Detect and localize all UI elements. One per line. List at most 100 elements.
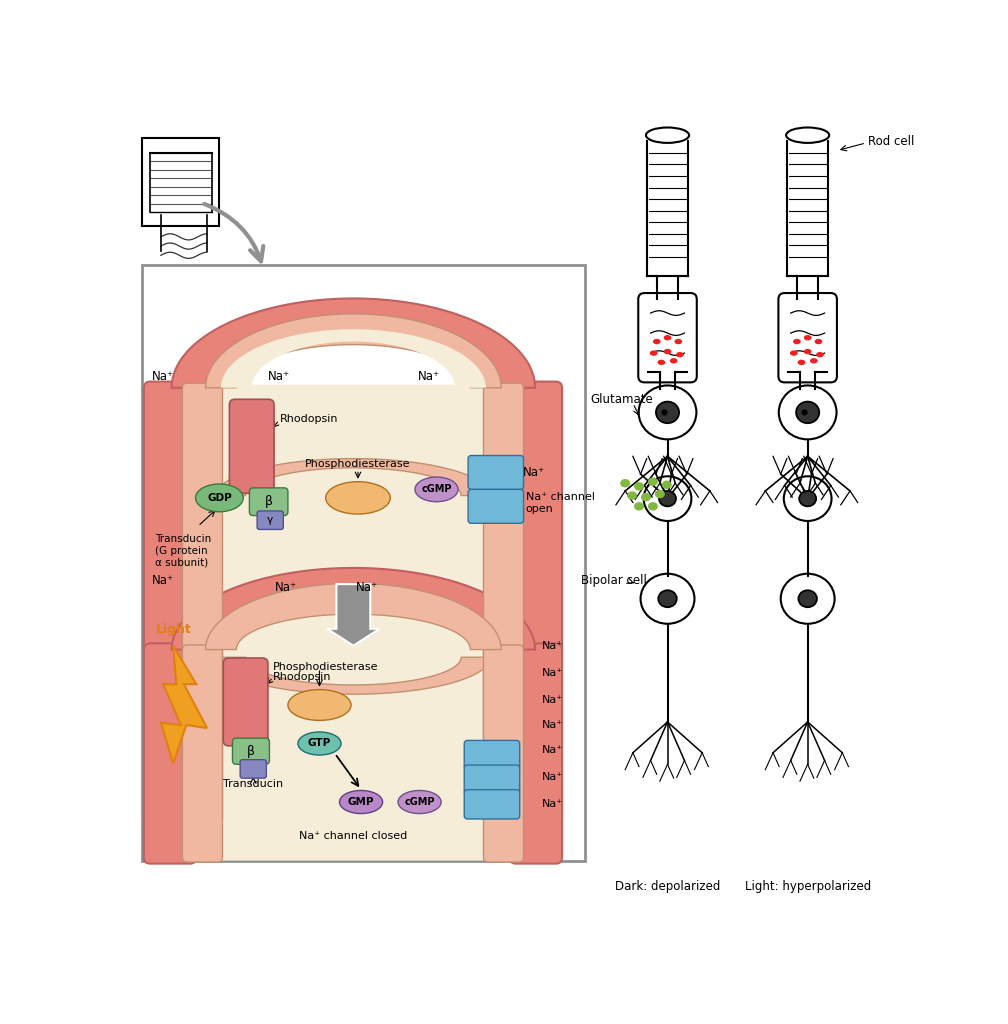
Text: Na⁺: Na⁺ bbox=[356, 582, 378, 595]
Text: Na⁺: Na⁺ bbox=[542, 668, 563, 678]
Ellipse shape bbox=[798, 590, 816, 607]
Ellipse shape bbox=[634, 502, 644, 511]
Ellipse shape bbox=[670, 358, 677, 364]
Ellipse shape bbox=[786, 128, 830, 143]
Text: Bipolar cell: Bipolar cell bbox=[582, 573, 647, 587]
FancyBboxPatch shape bbox=[638, 293, 697, 382]
Ellipse shape bbox=[676, 352, 683, 357]
Ellipse shape bbox=[793, 339, 800, 344]
FancyBboxPatch shape bbox=[144, 643, 197, 863]
Ellipse shape bbox=[796, 401, 820, 423]
Ellipse shape bbox=[655, 489, 665, 499]
FancyBboxPatch shape bbox=[182, 645, 223, 862]
Ellipse shape bbox=[659, 490, 676, 506]
Bar bbox=[142, 264, 585, 861]
Text: Na⁺: Na⁺ bbox=[542, 744, 563, 755]
Text: Phosphodiesterase: Phosphodiesterase bbox=[305, 459, 410, 469]
FancyBboxPatch shape bbox=[465, 790, 520, 819]
FancyArrow shape bbox=[328, 584, 380, 646]
FancyBboxPatch shape bbox=[212, 385, 494, 822]
Text: GMP: GMP bbox=[348, 797, 374, 807]
Text: cGMP: cGMP bbox=[421, 484, 452, 495]
Text: Na⁺: Na⁺ bbox=[542, 720, 563, 730]
FancyBboxPatch shape bbox=[214, 490, 493, 658]
Text: Transducin: Transducin bbox=[223, 779, 283, 790]
Ellipse shape bbox=[196, 484, 243, 512]
FancyBboxPatch shape bbox=[465, 765, 520, 795]
Text: Na⁺: Na⁺ bbox=[152, 370, 174, 383]
Text: Transducin
(G protein
α subunit): Transducin (G protein α subunit) bbox=[155, 535, 212, 567]
Ellipse shape bbox=[801, 410, 807, 416]
FancyBboxPatch shape bbox=[257, 511, 283, 529]
Ellipse shape bbox=[799, 490, 816, 506]
Ellipse shape bbox=[326, 481, 390, 514]
Ellipse shape bbox=[648, 502, 658, 511]
Ellipse shape bbox=[627, 492, 637, 500]
Ellipse shape bbox=[657, 359, 665, 365]
Ellipse shape bbox=[803, 335, 811, 340]
Ellipse shape bbox=[634, 482, 644, 490]
Text: Rhodopsin: Rhodopsin bbox=[273, 672, 332, 682]
Ellipse shape bbox=[781, 573, 835, 624]
Text: γ: γ bbox=[267, 515, 273, 525]
Ellipse shape bbox=[648, 477, 658, 486]
Ellipse shape bbox=[797, 359, 805, 365]
FancyBboxPatch shape bbox=[778, 293, 837, 382]
Text: Na⁺: Na⁺ bbox=[275, 582, 297, 595]
Ellipse shape bbox=[663, 335, 671, 340]
Ellipse shape bbox=[653, 339, 660, 344]
FancyBboxPatch shape bbox=[230, 399, 274, 494]
FancyBboxPatch shape bbox=[484, 383, 523, 823]
Ellipse shape bbox=[298, 732, 341, 755]
Text: Na⁺: Na⁺ bbox=[522, 466, 544, 479]
FancyBboxPatch shape bbox=[249, 487, 288, 515]
Polygon shape bbox=[171, 298, 535, 388]
FancyBboxPatch shape bbox=[182, 383, 223, 823]
Ellipse shape bbox=[658, 590, 676, 607]
FancyBboxPatch shape bbox=[510, 643, 562, 863]
Ellipse shape bbox=[640, 573, 695, 624]
FancyBboxPatch shape bbox=[144, 382, 197, 825]
Text: GDP: GDP bbox=[207, 493, 232, 503]
FancyBboxPatch shape bbox=[240, 760, 266, 778]
Text: Na⁺: Na⁺ bbox=[542, 641, 563, 650]
FancyBboxPatch shape bbox=[214, 386, 493, 494]
FancyBboxPatch shape bbox=[468, 456, 523, 489]
Ellipse shape bbox=[816, 352, 824, 357]
Ellipse shape bbox=[415, 477, 458, 502]
Text: Na⁺ channel
open: Na⁺ channel open bbox=[526, 493, 595, 514]
Ellipse shape bbox=[656, 401, 679, 423]
Text: Phosphodiesterase: Phosphodiesterase bbox=[273, 662, 379, 672]
Ellipse shape bbox=[784, 476, 832, 521]
Ellipse shape bbox=[661, 410, 667, 416]
Text: Light: hyperpolarized: Light: hyperpolarized bbox=[745, 880, 871, 893]
Ellipse shape bbox=[810, 358, 817, 364]
Text: Na⁺: Na⁺ bbox=[542, 772, 563, 781]
Text: Na⁺: Na⁺ bbox=[152, 573, 174, 587]
Ellipse shape bbox=[641, 493, 651, 502]
Text: Na⁺: Na⁺ bbox=[542, 694, 563, 705]
Text: Light: Light bbox=[155, 623, 192, 636]
Polygon shape bbox=[217, 657, 491, 694]
Text: β: β bbox=[265, 496, 272, 508]
FancyBboxPatch shape bbox=[510, 382, 562, 825]
Ellipse shape bbox=[661, 480, 671, 489]
Text: Rod cell: Rod cell bbox=[868, 135, 914, 147]
Text: β: β bbox=[247, 744, 255, 758]
Polygon shape bbox=[217, 459, 491, 496]
Text: Na⁺: Na⁺ bbox=[542, 799, 563, 809]
Ellipse shape bbox=[663, 349, 671, 354]
Text: Na⁺: Na⁺ bbox=[267, 370, 289, 383]
Ellipse shape bbox=[620, 479, 630, 487]
Polygon shape bbox=[206, 313, 501, 388]
Polygon shape bbox=[171, 568, 535, 649]
Ellipse shape bbox=[639, 385, 697, 439]
Ellipse shape bbox=[340, 791, 383, 814]
Ellipse shape bbox=[650, 350, 657, 355]
Text: Na⁺ channel closed: Na⁺ channel closed bbox=[299, 830, 407, 841]
FancyBboxPatch shape bbox=[468, 489, 523, 523]
Text: cGMP: cGMP bbox=[404, 797, 434, 807]
Ellipse shape bbox=[779, 385, 837, 439]
Ellipse shape bbox=[644, 476, 691, 521]
Ellipse shape bbox=[398, 791, 442, 814]
